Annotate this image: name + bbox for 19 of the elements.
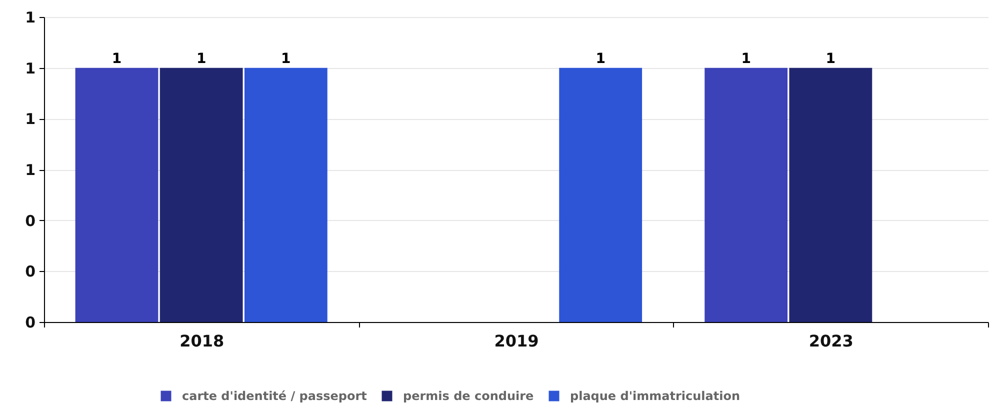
y-tick-label: 1 xyxy=(25,59,36,78)
data-label: 1 xyxy=(112,50,122,67)
legend-label: carte d'identité / passeport xyxy=(182,389,368,403)
data-label: 1 xyxy=(196,50,206,67)
y-tick-label: 0 xyxy=(25,314,36,332)
legend-label: plaque d'immatriculation xyxy=(570,389,740,403)
data-label: 1 xyxy=(741,50,751,67)
y-tick-label: 1 xyxy=(25,8,36,26)
data-label: 1 xyxy=(281,50,291,67)
data-label: 1 xyxy=(826,50,836,67)
y-tick-label: 0 xyxy=(25,212,36,230)
y-tick-label: 1 xyxy=(25,110,36,128)
y-tick-label: 0 xyxy=(25,262,36,281)
y-tick-label: 1 xyxy=(25,161,36,179)
legend-label: permis de conduire xyxy=(403,389,534,403)
data-label: 1 xyxy=(596,50,606,67)
x-tick-label: 2023 xyxy=(808,332,854,350)
x-tick-label: 2018 xyxy=(180,332,224,350)
x-tick-label: 2019 xyxy=(494,332,539,350)
